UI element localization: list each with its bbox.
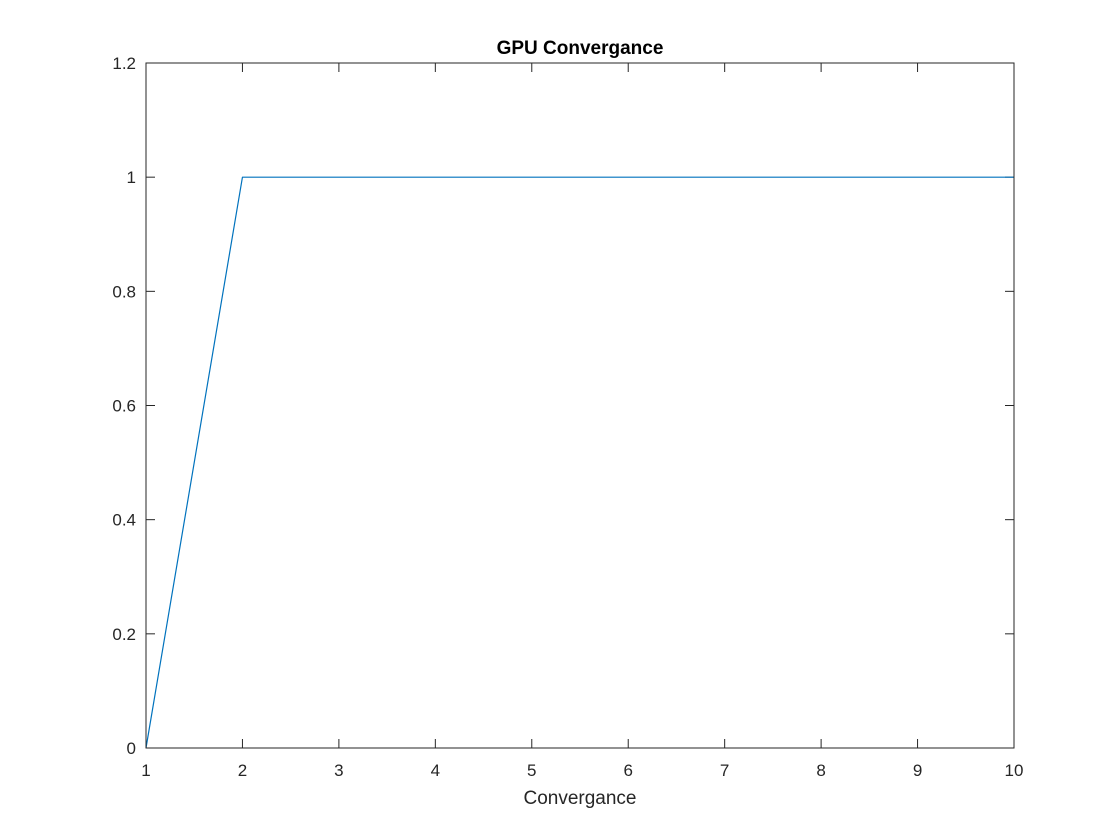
x-tick-label: 10 [1005,761,1024,780]
axis-ticks [145,62,1015,749]
y-tick-label: 1.2 [112,54,136,73]
y-tick-label: 0.6 [112,397,136,416]
x-tick-label: 7 [720,761,729,780]
y-tick-label: 0.2 [112,625,136,644]
series-line-1 [145,176,1014,749]
y-tick-label: 0.4 [112,511,136,530]
x-tick-label: 3 [334,761,343,780]
y-tick-labels: 0 0.2 0.4 0.6 0.8 1 1.2 [112,54,136,758]
x-tick-label: 9 [913,761,922,780]
plot-area [146,63,1014,748]
x-tick-label: 1 [141,761,150,780]
x-tick-label: 4 [431,761,440,780]
x-tick-label: 6 [623,761,632,780]
y-tick-label: 1 [127,168,136,187]
x-tick-label: 5 [527,761,536,780]
chart-title: GPU Convergance [497,38,664,59]
series-layer [145,176,1014,749]
x-tick-label: 8 [816,761,825,780]
x-tick-labels: 1 2 3 4 5 6 7 8 9 10 [141,761,1023,780]
x-tick-label: 2 [238,761,247,780]
axes-box [145,62,1015,749]
y-tick-label: 0.8 [112,282,136,301]
y-tick-label: 0 [127,739,136,758]
x-axis-title: Convergance [523,788,636,809]
